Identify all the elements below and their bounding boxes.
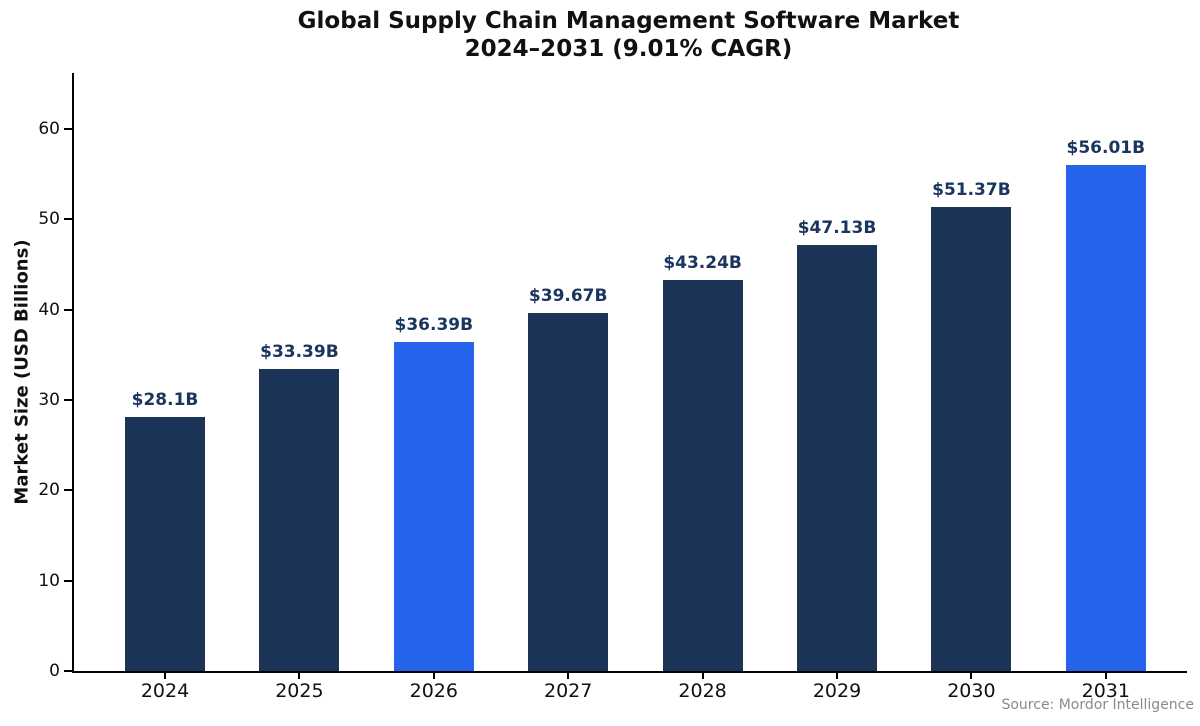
y-axis-tick xyxy=(64,128,72,130)
x-axis-tick-label: 2031 xyxy=(1081,680,1130,702)
x-axis-tick xyxy=(970,671,973,679)
bar-value-label: $33.39B xyxy=(260,342,339,363)
x-axis-tick xyxy=(164,671,166,679)
y-axis-tick xyxy=(64,670,72,672)
y-axis-tick-label: 10 xyxy=(38,570,60,591)
y-axis-tick xyxy=(64,308,72,311)
x-axis-tick-label: 2028 xyxy=(678,680,727,702)
y-axis-tick xyxy=(64,579,72,582)
bar-2031 xyxy=(1065,165,1146,671)
bar-2028 xyxy=(662,280,743,671)
x-axis-tick xyxy=(298,671,301,679)
y-axis-tick xyxy=(64,399,72,401)
x-axis-tick-label: 2024 xyxy=(140,680,190,702)
bar-value-label: $28.1B xyxy=(131,390,199,411)
x-axis-tick-label: 2029 xyxy=(812,680,862,702)
x-axis-tick xyxy=(701,671,704,679)
bar-2025 xyxy=(259,369,340,671)
bar-2024 xyxy=(125,417,205,671)
chart-title-line1: Global Supply Chain Management Software … xyxy=(297,8,960,34)
x-axis-tick xyxy=(567,671,570,679)
x-axis-tick xyxy=(836,671,838,679)
x-axis-tick-label: 2025 xyxy=(275,680,324,702)
bar-2026 xyxy=(393,342,474,671)
x-axis-tick xyxy=(432,671,435,679)
plot-area: 0 10 20 30 40 50 60 $28.1B 2024 $33.39B 2025 $36.39… xyxy=(38,73,1187,702)
y-axis-tick-label: 40 xyxy=(38,299,60,320)
x-axis-tick-label: 2026 xyxy=(409,680,458,702)
y-axis-tick-label: 20 xyxy=(38,480,60,501)
source-attribution: Source: Mordor Intelligence xyxy=(1001,697,1194,713)
bar-2030 xyxy=(931,206,1012,671)
bar-value-label: $47.13B xyxy=(797,218,877,239)
chart-title-line2: 2024–2031 (9.01% CAGR) xyxy=(464,36,793,62)
y-axis-tick xyxy=(64,218,72,221)
y-axis-tick xyxy=(64,489,72,492)
bar-value-label: $56.01B xyxy=(1066,138,1146,159)
y-axis-tick-label: 50 xyxy=(38,209,60,230)
y-axis-tick-label: 30 xyxy=(38,390,60,410)
y-axis-tick-label: 60 xyxy=(38,119,60,139)
bar-value-label: $51.37B xyxy=(932,179,1011,200)
y-axis-tick-label: 0 xyxy=(49,661,60,681)
bar-2029 xyxy=(797,245,877,671)
bar-2027 xyxy=(528,312,609,671)
chart-title: Global Supply Chain Management Software … xyxy=(72,7,1185,63)
x-axis-tick-label: 2027 xyxy=(544,680,593,702)
bar-value-label: $43.24B xyxy=(663,253,742,274)
bar-value-label: $39.67B xyxy=(528,285,608,306)
y-axis-title: Market Size (USD Billions) xyxy=(11,239,33,505)
x-axis-tick-label: 2030 xyxy=(947,680,996,702)
bar-value-label: $36.39B xyxy=(394,315,474,336)
x-axis-tick xyxy=(1104,671,1107,679)
